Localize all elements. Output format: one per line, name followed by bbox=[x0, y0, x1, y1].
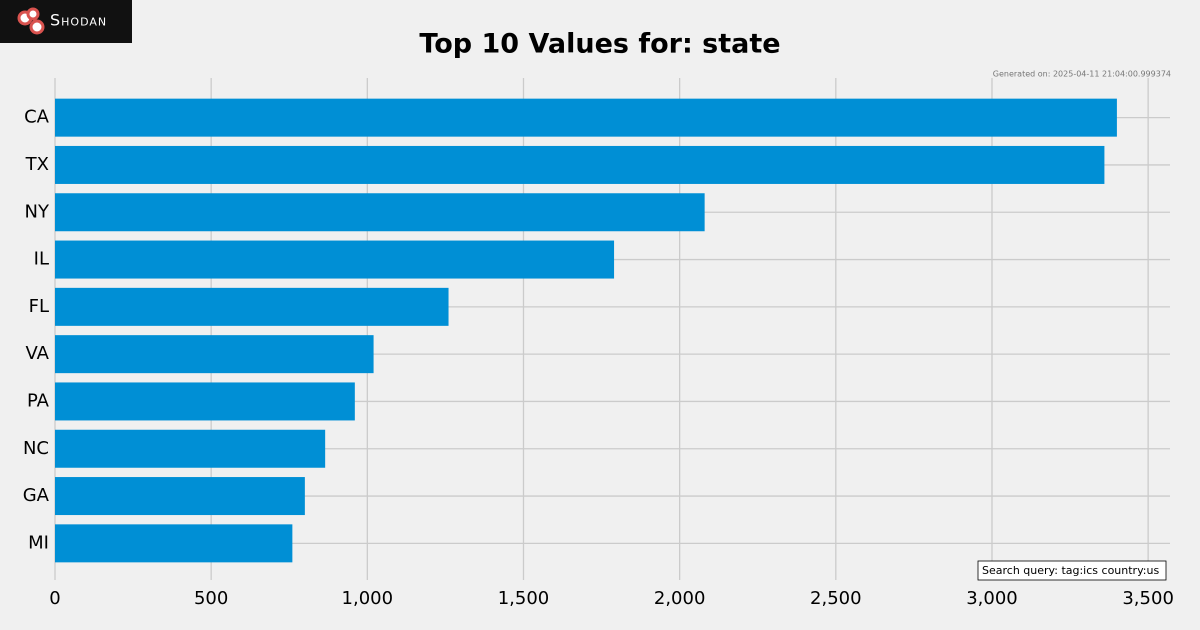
generated-note: Generated on: 2025-04-11 21:04:00.999374 bbox=[993, 70, 1171, 79]
x-tick-label: 0 bbox=[49, 588, 60, 609]
x-tick-label: 1,500 bbox=[498, 588, 550, 609]
logo-icon bbox=[17, 7, 45, 35]
y-tick-label: PA bbox=[27, 390, 50, 411]
bar bbox=[55, 382, 355, 421]
bar bbox=[55, 240, 615, 279]
y-tick-label: NC bbox=[23, 438, 49, 459]
bar bbox=[55, 524, 293, 563]
bar bbox=[55, 145, 1105, 184]
search-query: Search query: tag:ics country:us bbox=[982, 564, 1159, 577]
bar bbox=[55, 193, 705, 232]
x-tick-label: 500 bbox=[194, 588, 228, 609]
x-tick-label: 2,500 bbox=[810, 588, 862, 609]
y-tick-label: GA bbox=[23, 485, 50, 506]
brand: Shodan bbox=[50, 11, 107, 30]
bar bbox=[55, 429, 326, 468]
y-tick-label: MI bbox=[28, 532, 49, 553]
query-box bbox=[977, 560, 1167, 581]
y-tick-label: CA bbox=[24, 107, 50, 128]
x-tick-label: 3,000 bbox=[966, 588, 1018, 609]
x-tick-label: 1,000 bbox=[342, 588, 394, 609]
y-tick-label: NY bbox=[25, 201, 50, 222]
y-tick-label: VA bbox=[26, 343, 50, 364]
x-tick-label: 2,000 bbox=[654, 588, 706, 609]
y-tick-label: FL bbox=[29, 296, 49, 317]
bar bbox=[55, 477, 305, 516]
bar bbox=[55, 335, 374, 374]
bar bbox=[55, 98, 1117, 137]
y-tick-label: TX bbox=[25, 154, 49, 175]
x-tick-label: 3,500 bbox=[1122, 588, 1174, 609]
bar bbox=[55, 287, 449, 326]
chart-title: Top 10 Values for: state bbox=[419, 29, 780, 60]
y-tick-label: IL bbox=[34, 249, 49, 270]
